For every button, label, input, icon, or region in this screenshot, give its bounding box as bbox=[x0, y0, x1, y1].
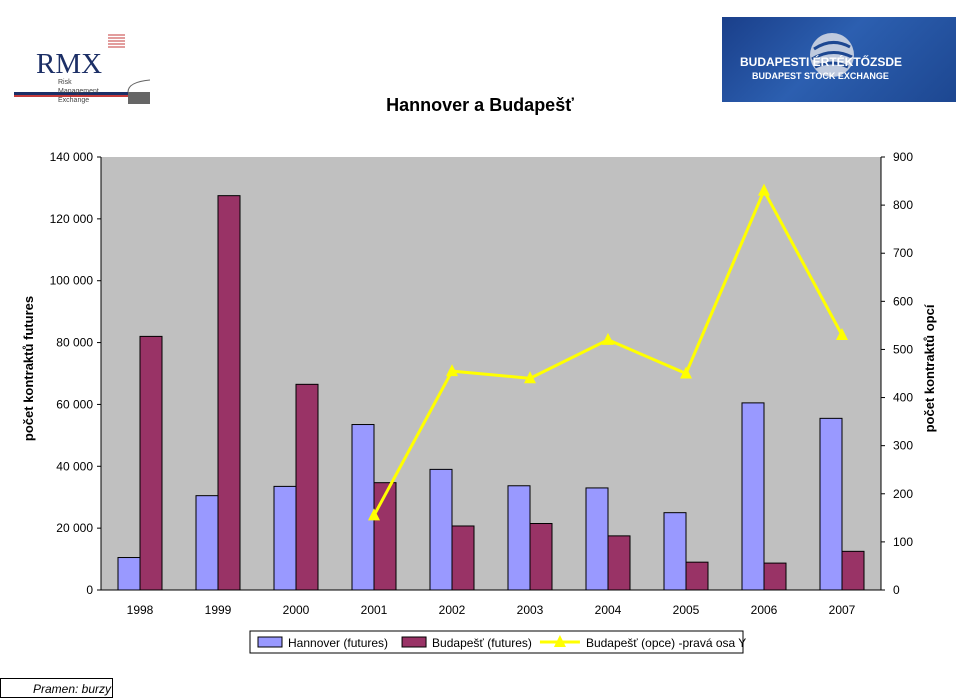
x-tick-label: 1998 bbox=[127, 603, 154, 617]
y-right-tick-label: 300 bbox=[893, 439, 913, 453]
legend-swatch-budapest bbox=[401, 636, 427, 648]
bse-globe-icon bbox=[810, 33, 854, 77]
marker-budapest-opce bbox=[368, 508, 380, 521]
rmx-logo-graphic bbox=[14, 34, 151, 104]
y-right-tick-label: 700 bbox=[893, 246, 913, 260]
bar-hannover-2007 bbox=[819, 417, 843, 591]
y-right-tick-label: 800 bbox=[893, 198, 913, 212]
bar-hannover-2001 bbox=[351, 424, 375, 591]
rmx-logo-subtitle: Risk Management Exchange bbox=[58, 79, 99, 104]
x-tick-label: 2007 bbox=[829, 603, 856, 617]
y-left-tick-label: 40 000 bbox=[56, 459, 93, 473]
marker-budapest-opce bbox=[758, 183, 770, 196]
legend-label: Budapešť (futures) bbox=[432, 636, 532, 650]
legend-label: Budapešť (opce) -pravá osa Y bbox=[586, 636, 746, 650]
bar-budapest-2007 bbox=[841, 550, 865, 591]
y-right-axis-title: počet kontraktů opcí bbox=[922, 304, 937, 432]
y-left-tick-label: 120 000 bbox=[50, 212, 94, 226]
y-right-tick-label: 200 bbox=[893, 487, 913, 501]
bar-budapest-1998 bbox=[139, 335, 163, 591]
bar-budapest-2005 bbox=[685, 561, 709, 591]
y-right-tick-label: 0 bbox=[893, 583, 900, 597]
legend bbox=[249, 630, 744, 654]
bar-budapest-2000 bbox=[295, 383, 319, 591]
rmx-logo-text: RMX bbox=[36, 48, 103, 80]
y-left-tick-label: 60 000 bbox=[56, 397, 93, 411]
y-right-tick-label: 900 bbox=[893, 150, 913, 164]
y-left-tick-label: 0 bbox=[86, 583, 93, 597]
bar-hannover-2004 bbox=[585, 487, 609, 591]
y-right-tick-label: 500 bbox=[893, 342, 913, 356]
x-tick-label: 2004 bbox=[595, 603, 622, 617]
marker-budapest-opce bbox=[836, 328, 848, 341]
bar-budapest-2006 bbox=[763, 562, 787, 591]
x-tick-label: 2005 bbox=[673, 603, 700, 617]
bar-hannover-2000 bbox=[273, 485, 297, 591]
bar-hannover-2003 bbox=[507, 485, 531, 591]
y-left-axis-title: počet kontraktů futures bbox=[21, 296, 36, 441]
x-tick-label: 2002 bbox=[439, 603, 466, 617]
bar-hannover-2006 bbox=[741, 402, 765, 591]
y-left-tick-label: 140 000 bbox=[50, 150, 94, 164]
bar-budapest-2004 bbox=[607, 535, 631, 591]
chart-title: Hannover a Budapešť bbox=[386, 95, 574, 115]
bar-budapest-1999 bbox=[217, 195, 241, 591]
y-left-tick-label: 80 000 bbox=[56, 336, 93, 350]
marker-budapest-opce bbox=[680, 366, 692, 379]
x-tick-label: 2001 bbox=[361, 603, 388, 617]
y-left-tick-label: 20 000 bbox=[56, 521, 93, 535]
source-note: Pramen: burzy bbox=[0, 678, 113, 698]
rmx-logo: RMX Risk Management Exchange bbox=[0, 20, 155, 106]
bar-hannover-1999 bbox=[195, 495, 219, 591]
bar-budapest-2002 bbox=[451, 525, 475, 591]
y-right-tick-label: 100 bbox=[893, 535, 913, 549]
bar-budapest-2001 bbox=[373, 482, 397, 591]
marker-budapest-opce bbox=[446, 364, 458, 377]
x-tick-label: 2000 bbox=[283, 603, 310, 617]
bar-hannover-2002 bbox=[429, 468, 453, 591]
x-tick-label: 2003 bbox=[517, 603, 544, 617]
bar-hannover-2005 bbox=[663, 512, 687, 591]
y-right-tick-label: 400 bbox=[893, 391, 913, 405]
legend-swatch-hannover bbox=[257, 636, 283, 648]
bse-logo-line1: BUDAPESTI ÉRTÉKTŐZSDE bbox=[740, 55, 903, 69]
bse-logo: BUDAPESTI ÉRTÉKTŐZSDE BUDAPEST STOCK EXC… bbox=[722, 17, 956, 102]
legend-swatch-marker bbox=[553, 635, 566, 647]
bar-budapest-2003 bbox=[529, 523, 553, 591]
bse-logo-line2: BUDAPEST STOCK EXCHANGE bbox=[752, 71, 889, 81]
bar-hannover-1998 bbox=[117, 557, 141, 591]
y-left-tick-label: 100 000 bbox=[50, 274, 94, 288]
marker-budapest-opce bbox=[602, 332, 614, 345]
x-tick-label: 1999 bbox=[205, 603, 232, 617]
marker-budapest-opce bbox=[524, 371, 536, 384]
x-tick-label: 2006 bbox=[751, 603, 778, 617]
y-right-tick-label: 600 bbox=[893, 294, 913, 308]
legend-label: Hannover (futures) bbox=[288, 636, 388, 650]
